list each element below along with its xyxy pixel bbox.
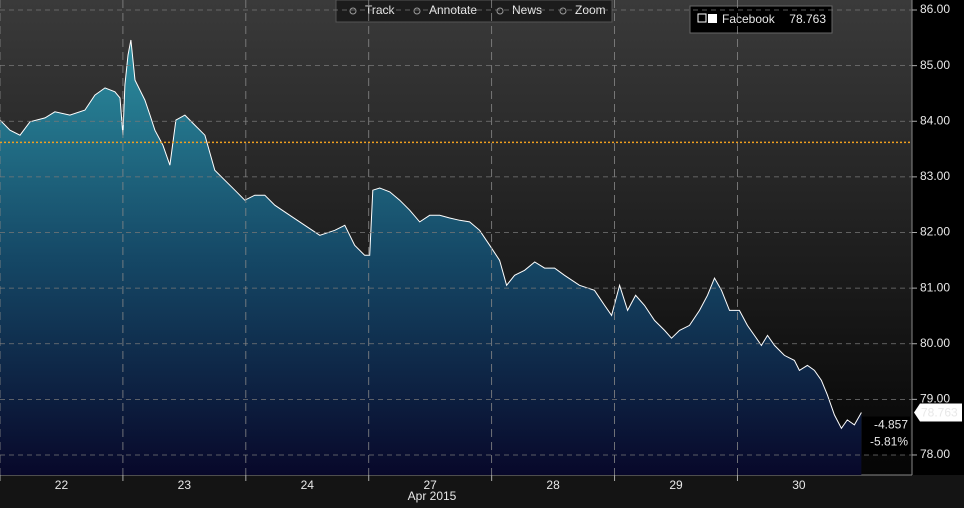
legend-icon xyxy=(697,13,707,23)
x-tick-label: 22 xyxy=(55,478,69,492)
change-box xyxy=(862,416,910,455)
y-tick-label: 82.00 xyxy=(920,225,950,239)
x-axis-background xyxy=(0,475,964,508)
toolbar-icon xyxy=(496,7,504,15)
last-value-box xyxy=(914,403,962,422)
y-tick-label: 86.00 xyxy=(920,2,950,16)
x-tick-label: 27 xyxy=(424,478,438,492)
y-tick-label: 85.00 xyxy=(920,58,950,72)
y-tick-label: 84.00 xyxy=(920,113,950,127)
x-tick-label: 29 xyxy=(669,478,683,492)
x-axis-label: Apr 2015 xyxy=(408,489,457,503)
toolbar-button[interactable]: Zoom xyxy=(575,3,606,17)
price-line xyxy=(0,39,862,430)
toolbar-icon xyxy=(559,7,567,15)
area xyxy=(0,40,862,475)
change-label: -5.81% xyxy=(870,435,908,449)
legend-name: Facebook xyxy=(722,12,776,26)
last-value-label: 78.763 xyxy=(921,406,958,420)
legend-swatch xyxy=(708,14,717,23)
layer xyxy=(0,40,862,475)
y-tick-label: 83.00 xyxy=(920,169,950,183)
x-tick-label: 23 xyxy=(178,478,192,492)
y-tick-label: 79.00 xyxy=(920,392,950,406)
y-tick-label: 78.00 xyxy=(920,447,950,461)
x-tick-label: 28 xyxy=(546,478,560,492)
toolbar xyxy=(335,0,613,23)
toolbar-icon xyxy=(413,7,421,15)
toolbar-icon xyxy=(349,7,357,15)
change-label: -4.857 xyxy=(874,418,908,432)
y-tick-label: 80.00 xyxy=(920,336,950,350)
y-tick-label: 81.00 xyxy=(920,280,950,294)
x-tick-label: 24 xyxy=(301,478,315,492)
x-tick-label: 30 xyxy=(792,478,806,492)
legend-value: 78.763 xyxy=(789,12,826,26)
toolbar-button[interactable]: News xyxy=(512,3,542,17)
